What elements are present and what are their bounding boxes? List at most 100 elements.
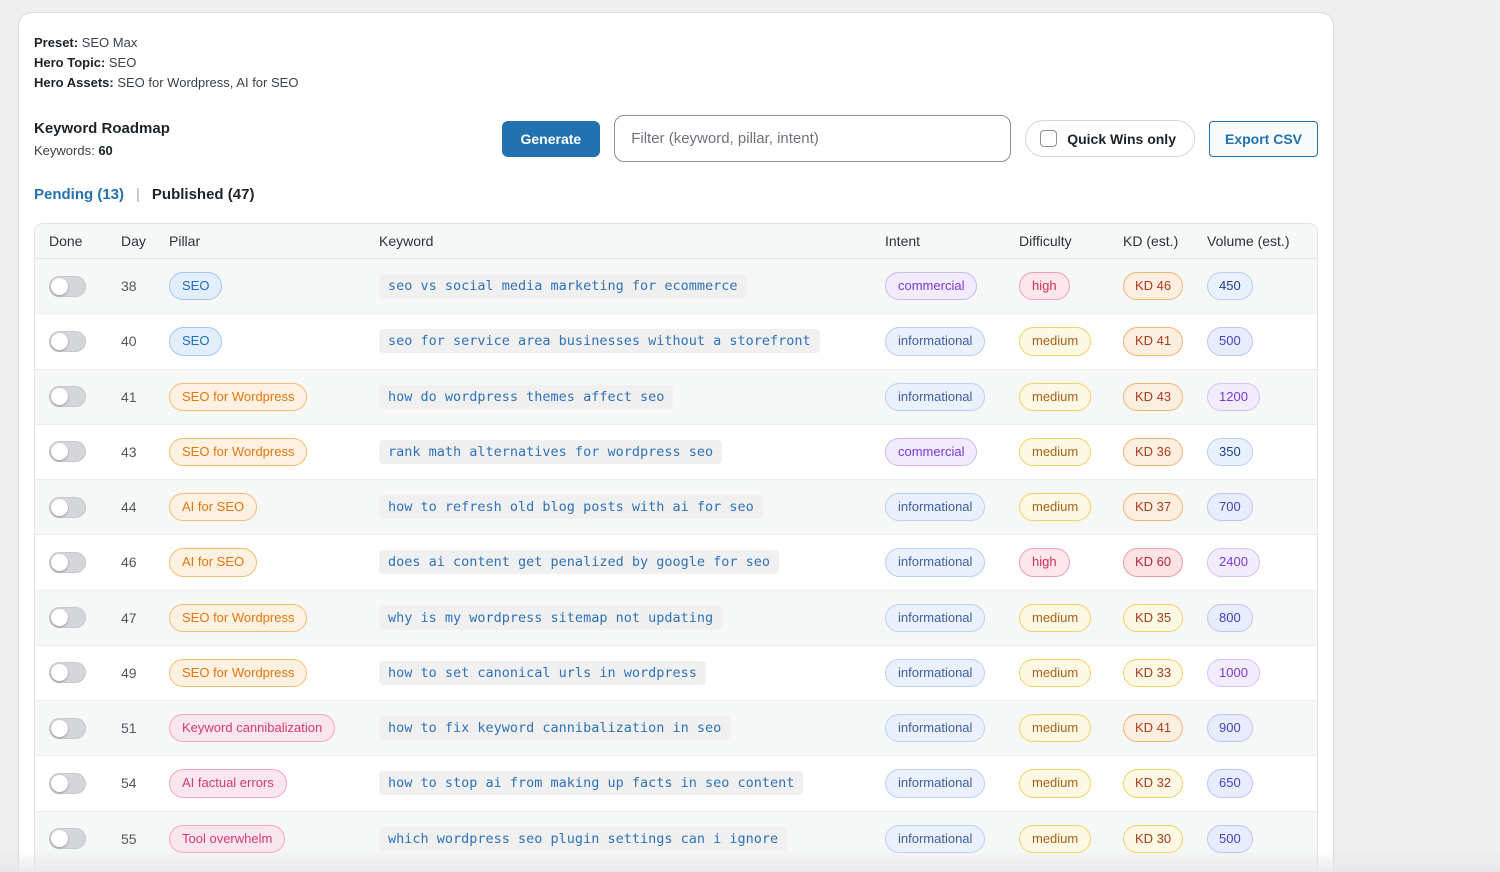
filter-input[interactable] xyxy=(614,115,1011,162)
done-toggle[interactable] xyxy=(49,276,86,297)
tab-separator: | xyxy=(136,186,140,203)
volume-badge: 500 xyxy=(1207,825,1253,853)
done-toggle[interactable] xyxy=(49,773,86,794)
table-row: 38 SEO seo vs social media marketing for… xyxy=(35,259,1317,314)
keyword-text: which wordpress seo plugin settings can … xyxy=(379,827,787,851)
pillar-badge: SEO xyxy=(169,327,222,355)
done-toggle[interactable] xyxy=(49,552,86,573)
tab-published[interactable]: Published (47) xyxy=(152,186,255,203)
done-toggle[interactable] xyxy=(49,718,86,739)
done-toggle[interactable] xyxy=(49,497,86,518)
difficulty-badge: high xyxy=(1019,548,1070,576)
done-toggle[interactable] xyxy=(49,828,86,849)
pillar-badge: AI for SEO xyxy=(169,493,257,521)
column-header-intent: Intent xyxy=(871,224,1005,259)
intent-badge: informational xyxy=(885,383,985,411)
intent-badge: informational xyxy=(885,714,985,742)
keyword-text: does ai content get penalized by google … xyxy=(379,550,779,574)
difficulty-badge: medium xyxy=(1019,438,1091,466)
preset-meta: Preset: SEO Max Hero Topic: SEO Hero Ass… xyxy=(34,33,1318,93)
table-row: 55 Tool overwhelm which wordpress seo pl… xyxy=(35,811,1317,866)
difficulty-badge: medium xyxy=(1019,383,1091,411)
tab-pending[interactable]: Pending (13) xyxy=(34,186,124,203)
table-row: 51 Keyword cannibalization how to fix ke… xyxy=(35,701,1317,756)
volume-badge: 450 xyxy=(1207,272,1253,300)
table-row: 43 SEO for Wordpress rank math alternati… xyxy=(35,424,1317,479)
difficulty-badge: medium xyxy=(1019,493,1091,521)
quick-wins-toggle[interactable]: Quick Wins only xyxy=(1025,120,1195,157)
toolbar-left: Keyword Roadmap Keywords: 60 xyxy=(34,120,170,158)
pillar-badge: SEO for Wordpress xyxy=(169,659,307,687)
day-value: 47 xyxy=(107,590,155,645)
column-header-keyword: Keyword xyxy=(365,224,871,259)
column-header-volume: Volume (est.) xyxy=(1193,224,1317,259)
preset-line: Preset: SEO Max xyxy=(34,33,1318,53)
done-toggle[interactable] xyxy=(49,386,86,407)
column-header-pillar: Pillar xyxy=(155,224,365,259)
keyword-text: how to set canonical urls in wordpress xyxy=(379,661,706,685)
keyword-text: how do wordpress themes affect seo xyxy=(379,385,673,409)
volume-badge: 350 xyxy=(1207,438,1253,466)
toggle-knob-icon xyxy=(51,830,68,847)
pillar-badge: SEO for Wordpress xyxy=(169,604,307,632)
volume-badge: 700 xyxy=(1207,493,1253,521)
toggle-knob-icon xyxy=(51,609,68,626)
quick-wins-label: Quick Wins only xyxy=(1067,131,1176,147)
volume-badge: 500 xyxy=(1207,327,1253,355)
column-header-difficulty: Difficulty xyxy=(1005,224,1109,259)
intent-badge: commercial xyxy=(885,272,977,300)
difficulty-badge: medium xyxy=(1019,769,1091,797)
keyword-text: how to refresh old blog posts with ai fo… xyxy=(379,495,763,519)
intent-badge: informational xyxy=(885,327,985,355)
day-value: 54 xyxy=(107,756,155,811)
day-value: 43 xyxy=(107,424,155,479)
table-row: 56 Search intent signals how to tell wha… xyxy=(35,866,1317,872)
done-toggle[interactable] xyxy=(49,441,86,462)
toggle-knob-icon xyxy=(51,554,68,571)
hero-topic-value: SEO xyxy=(105,55,136,70)
day-value: 51 xyxy=(107,701,155,756)
hero-assets-value: SEO for Wordpress, AI for SEO xyxy=(114,75,299,90)
generate-button[interactable]: Generate xyxy=(502,121,601,157)
table-row: 41 SEO for Wordpress how do wordpress th… xyxy=(35,369,1317,424)
kd-badge: KD 60 xyxy=(1123,548,1183,576)
keyword-roadmap-card: Preset: SEO Max Hero Topic: SEO Hero Ass… xyxy=(18,12,1334,872)
intent-badge: informational xyxy=(885,493,985,521)
done-toggle[interactable] xyxy=(49,607,86,628)
column-header-day: Day xyxy=(107,224,155,259)
intent-badge: informational xyxy=(885,659,985,687)
volume-badge: 1000 xyxy=(1207,659,1260,687)
intent-badge: informational xyxy=(885,604,985,632)
toggle-knob-icon xyxy=(51,775,68,792)
kd-badge: KD 32 xyxy=(1123,769,1183,797)
day-value: 56 xyxy=(107,866,155,872)
keywords-count-label: Keywords: xyxy=(34,143,98,158)
table-row: 54 AI factual errors how to stop ai from… xyxy=(35,756,1317,811)
keywords-count-value: 60 xyxy=(98,143,112,158)
toggle-knob-icon xyxy=(51,443,68,460)
keyword-table: Done Day Pillar Keyword Intent Difficult… xyxy=(34,223,1318,872)
hero-topic-label: Hero Topic: xyxy=(34,55,105,70)
export-csv-button[interactable]: Export CSV xyxy=(1209,121,1318,157)
table-header: Done Day Pillar Keyword Intent Difficult… xyxy=(35,224,1317,259)
keywords-count: Keywords: 60 xyxy=(34,143,170,158)
day-value: 40 xyxy=(107,314,155,369)
kd-badge: KD 41 xyxy=(1123,714,1183,742)
done-toggle[interactable] xyxy=(49,662,86,683)
preset-value: SEO Max xyxy=(78,35,137,50)
page-title: Keyword Roadmap xyxy=(34,120,170,137)
kd-badge: KD 36 xyxy=(1123,438,1183,466)
status-tabs: Pending (13) | Published (47) xyxy=(34,186,1318,203)
day-value: 55 xyxy=(107,811,155,866)
quick-wins-checkbox[interactable] xyxy=(1040,130,1057,147)
kd-badge: KD 33 xyxy=(1123,659,1183,687)
table-row: 47 SEO for Wordpress why is my wordpress… xyxy=(35,590,1317,645)
done-toggle[interactable] xyxy=(49,331,86,352)
table-row: 46 AI for SEO does ai content get penali… xyxy=(35,535,1317,590)
pillar-badge: AI for SEO xyxy=(169,548,257,576)
toggle-knob-icon xyxy=(51,664,68,681)
intent-badge: informational xyxy=(885,769,985,797)
column-header-kd: KD (est.) xyxy=(1109,224,1193,259)
hero-assets-label: Hero Assets: xyxy=(34,75,114,90)
day-value: 41 xyxy=(107,369,155,424)
